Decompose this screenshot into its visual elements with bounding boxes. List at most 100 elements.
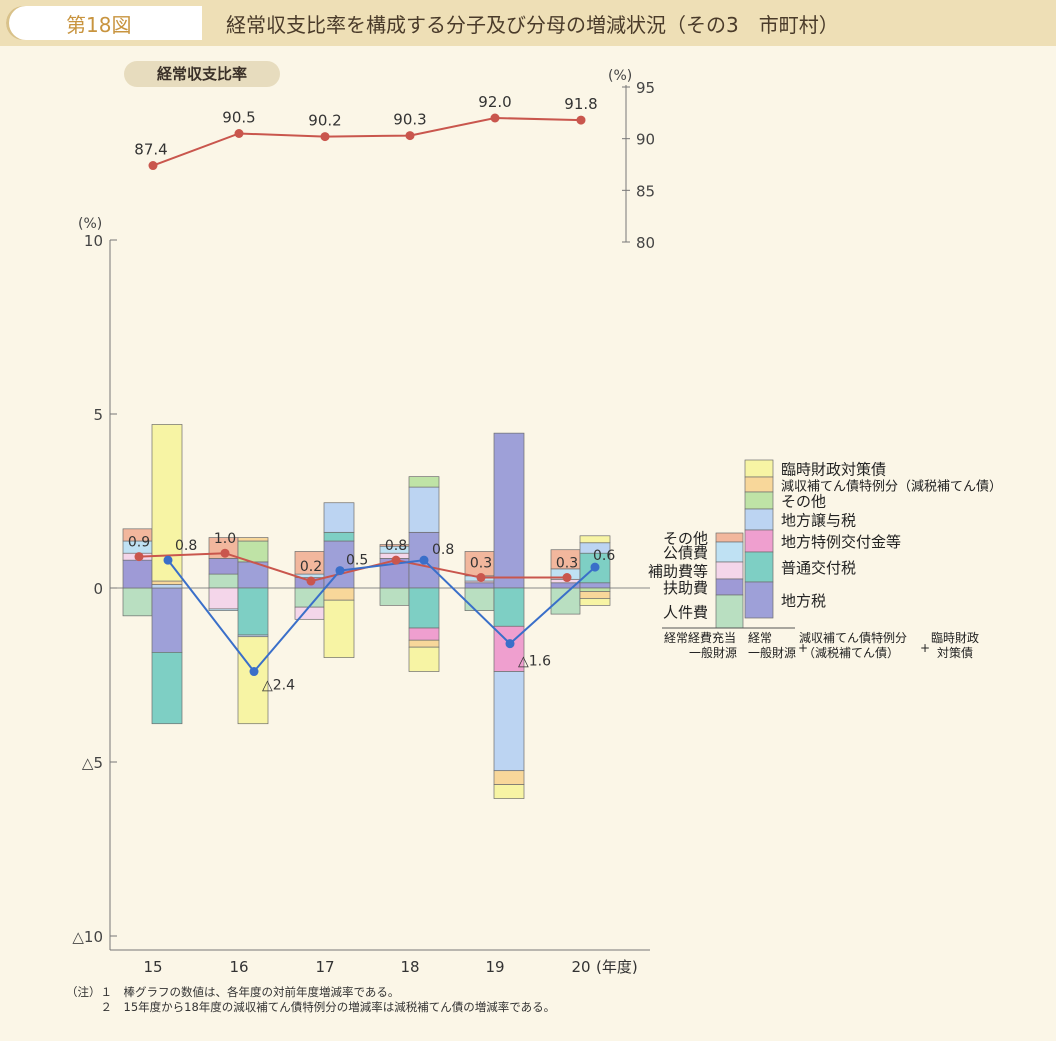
legend-bottom-label: 経常経費充当 [664,630,736,645]
denominator-bar-segment [579,587,611,592]
header-bar: 第18図 経常収支比率を構成する分子及び分母の増減状況（その3 市町村） [0,0,1056,46]
denominator-bar-segment [408,627,440,641]
numerator-change-label: 0.8 [385,538,407,554]
denominator-bar-segment [151,580,183,585]
denominator-change-label: △2.4 [262,678,295,694]
numerator-change-label: 0.2 [300,559,322,575]
legend-numerator-label: 扶助費 [663,579,708,597]
ratio-value-label: 90.3 [393,111,426,129]
denominator-bar-segment [579,598,611,606]
denominator-bar-segment [493,432,525,589]
denominator-change-point [249,667,259,677]
numerator-bar-segment [464,587,495,611]
legend-denominator-swatch [744,459,774,478]
ratio-value-label: 92.0 [478,93,511,111]
denominator-bar-segment [408,646,440,672]
note-2: ２ 15年度から18年度の減収補てん債特例分の増減率は減税補てん債の増減率である… [66,1000,556,1014]
legend-denominator-label: その他 [781,493,826,511]
legend-bottom-label: 臨時財政 [931,630,979,645]
legend-numerator-swatch [715,578,744,596]
legend-bottom-label: 減収補てん債特例分 [799,630,907,645]
denominator-bar-segment [323,531,355,542]
numerator-bar-segment [379,587,410,606]
numerator-bar-segment [464,551,495,577]
figure-number-tab [6,6,202,40]
main-y-tick-label: △10 [72,928,103,946]
ratio-point [490,113,500,123]
legend-numerator-label: 公債費 [663,544,708,562]
top-y-tick-label: 80 [636,234,655,252]
figure-number: 第18図 [66,13,132,37]
legend-bottom-label: 一般財源 [689,645,737,660]
numerator-bar-segment [464,582,495,589]
numerator-change-point [562,573,572,583]
denominator-change-label: 0.8 [175,538,197,554]
numerator-bar-segment [208,608,239,611]
denominator-bar-segment [323,587,355,601]
main-y-tick-label: 10 [84,232,103,250]
legend-denominator-swatch [744,508,774,531]
numerator-bar-segment [208,558,239,575]
numerator-bar-segment [550,587,581,615]
numerator-change-line [138,552,567,583]
ratio-value-label: 90.5 [222,109,255,127]
legend-denominator-label: 普通交付税 [781,559,856,577]
denominator-bar-segment [323,599,355,658]
denominator-bar-segment [493,587,525,627]
denominator-bar-segment [493,671,525,772]
legend-numerator-swatch [715,532,744,543]
denominator-change-point [163,555,173,565]
legend-numerator-swatch [715,561,744,580]
main-y-tick-label: △5 [82,754,103,772]
numerator-bar-segment [122,587,153,617]
legend-numerator-label: 補助費等 [648,563,708,581]
ratio-line [152,116,582,167]
top-chart-label: 経常収支比率 [124,61,280,87]
numerator-change-label: 0.9 [128,535,150,551]
top-y-tick-label: 95 [636,79,655,97]
denominator-change-point [505,639,515,649]
denominator-bar-segment [151,587,183,653]
legend-bottom-label: + [798,641,808,655]
legend-denominator-swatch [744,581,774,619]
numerator-change-point [476,573,486,583]
numerator-bar-segment [208,587,239,610]
denominator-bar-segment [408,476,440,488]
ratio-point [576,115,586,125]
denominator-bar-segment [323,502,355,533]
legend-bottom-label: （減税補てん債） [803,645,899,660]
numerator-change-point [134,552,144,562]
denominator-bar-segment [579,591,611,599]
numerator-bar-segment [294,587,325,608]
x-tick-label: 18 [400,958,419,976]
denominator-bar-segment [408,486,440,533]
legend-denominator-swatch [744,491,774,510]
top-y-unit: (%) [608,68,632,84]
ratio-value-label: 87.4 [134,141,167,159]
note-1: （注）１ 棒グラフの数値は、各年度の対前年度増減率である。 [66,985,400,999]
numerator-change-point [220,548,230,558]
denominator-change-point [335,566,345,576]
legend-numerator-swatch [715,594,744,629]
numerator-change-point [306,576,316,586]
ratio-value-label: 90.2 [308,112,341,130]
legend-denominator-swatch [744,476,774,493]
legend-denominator-swatch [744,529,774,553]
numerator-change-point [391,555,401,565]
x-tick-label: 17 [315,958,334,976]
numerator-bar-segment [208,573,239,589]
numerator-bar-segment [122,559,153,589]
denominator-change-label: 0.8 [432,542,454,558]
denominator-change-label: 0.6 [593,548,615,564]
x-axis-unit: (年度) [596,958,638,976]
legend-denominator-label: 地方税 [781,592,826,610]
top-y-tick-label: 90 [636,131,655,149]
denominator-bar-segment [151,652,183,725]
chart-notes: （注）１ 棒グラフの数値は、各年度の対前年度増減率である。 ２ 15年度から18… [66,985,555,1015]
main-y-tick-label: 0 [93,580,103,598]
numerator-change-label: 0.3 [470,556,492,572]
x-tick-label: 19 [485,958,504,976]
denominator-bar-segment [493,770,525,785]
denominator-bar-segment [579,535,611,544]
